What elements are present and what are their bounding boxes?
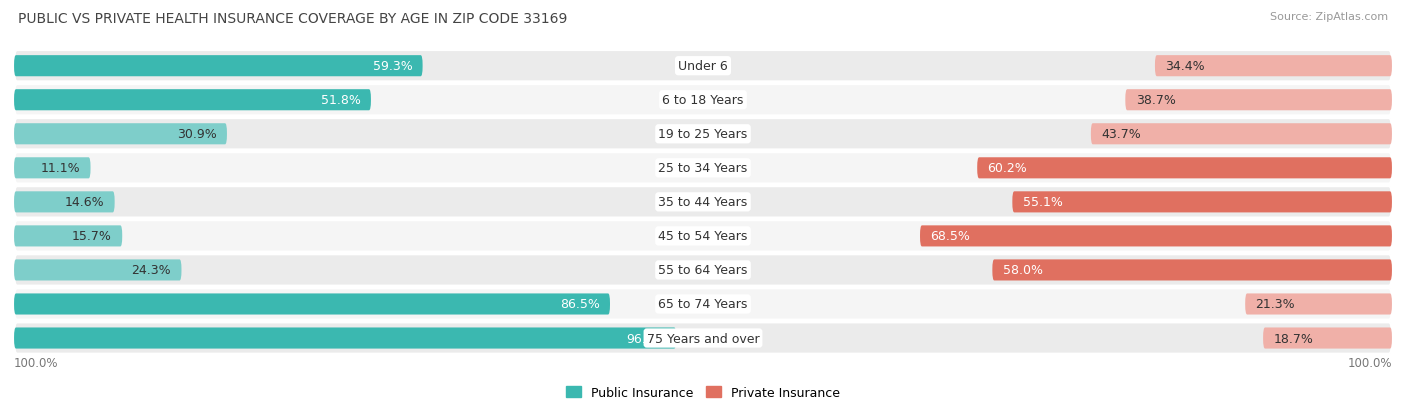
- FancyBboxPatch shape: [14, 56, 423, 77]
- Text: PUBLIC VS PRIVATE HEALTH INSURANCE COVERAGE BY AGE IN ZIP CODE 33169: PUBLIC VS PRIVATE HEALTH INSURANCE COVER…: [18, 12, 568, 26]
- FancyBboxPatch shape: [1091, 124, 1392, 145]
- Text: 21.3%: 21.3%: [1256, 298, 1295, 311]
- Text: 100.0%: 100.0%: [1347, 356, 1392, 369]
- Text: 25 to 34 Years: 25 to 34 Years: [658, 162, 748, 175]
- Text: 86.5%: 86.5%: [560, 298, 599, 311]
- Text: 58.0%: 58.0%: [1002, 264, 1043, 277]
- Text: 65 to 74 Years: 65 to 74 Years: [658, 298, 748, 311]
- Text: 34.4%: 34.4%: [1166, 60, 1205, 73]
- Text: 15.7%: 15.7%: [72, 230, 112, 243]
- FancyBboxPatch shape: [1263, 328, 1392, 349]
- Text: 38.7%: 38.7%: [1136, 94, 1175, 107]
- Text: 11.1%: 11.1%: [41, 162, 80, 175]
- Text: 55.1%: 55.1%: [1022, 196, 1063, 209]
- Text: 68.5%: 68.5%: [931, 230, 970, 243]
- FancyBboxPatch shape: [14, 289, 1392, 320]
- FancyBboxPatch shape: [14, 255, 1392, 286]
- FancyBboxPatch shape: [14, 323, 1392, 354]
- FancyBboxPatch shape: [920, 226, 1392, 247]
- Text: Source: ZipAtlas.com: Source: ZipAtlas.com: [1270, 12, 1388, 22]
- FancyBboxPatch shape: [1125, 90, 1392, 111]
- Text: 18.7%: 18.7%: [1274, 332, 1313, 345]
- Text: 55 to 64 Years: 55 to 64 Years: [658, 264, 748, 277]
- FancyBboxPatch shape: [14, 187, 1392, 218]
- FancyBboxPatch shape: [993, 260, 1392, 281]
- FancyBboxPatch shape: [1246, 294, 1392, 315]
- Text: 75 Years and over: 75 Years and over: [647, 332, 759, 345]
- FancyBboxPatch shape: [14, 124, 226, 145]
- FancyBboxPatch shape: [14, 328, 676, 349]
- FancyBboxPatch shape: [14, 153, 1392, 184]
- FancyBboxPatch shape: [14, 51, 1392, 82]
- Text: 24.3%: 24.3%: [132, 264, 172, 277]
- Legend: Public Insurance, Private Insurance: Public Insurance, Private Insurance: [561, 381, 845, 404]
- FancyBboxPatch shape: [14, 90, 371, 111]
- Text: 100.0%: 100.0%: [14, 356, 59, 369]
- Text: 30.9%: 30.9%: [177, 128, 217, 141]
- Text: 35 to 44 Years: 35 to 44 Years: [658, 196, 748, 209]
- Text: 43.7%: 43.7%: [1101, 128, 1140, 141]
- FancyBboxPatch shape: [14, 158, 90, 179]
- Text: 19 to 25 Years: 19 to 25 Years: [658, 128, 748, 141]
- FancyBboxPatch shape: [14, 192, 115, 213]
- FancyBboxPatch shape: [1154, 56, 1392, 77]
- Text: 60.2%: 60.2%: [987, 162, 1028, 175]
- Text: 14.6%: 14.6%: [65, 196, 104, 209]
- FancyBboxPatch shape: [14, 85, 1392, 116]
- FancyBboxPatch shape: [977, 158, 1392, 179]
- FancyBboxPatch shape: [1012, 192, 1392, 213]
- FancyBboxPatch shape: [14, 260, 181, 281]
- FancyBboxPatch shape: [14, 119, 1392, 150]
- FancyBboxPatch shape: [14, 294, 610, 315]
- FancyBboxPatch shape: [14, 221, 1392, 252]
- Text: 51.8%: 51.8%: [321, 94, 360, 107]
- FancyBboxPatch shape: [14, 226, 122, 247]
- Text: 96.1%: 96.1%: [626, 332, 666, 345]
- Text: 6 to 18 Years: 6 to 18 Years: [662, 94, 744, 107]
- Text: 45 to 54 Years: 45 to 54 Years: [658, 230, 748, 243]
- Text: Under 6: Under 6: [678, 60, 728, 73]
- Text: 59.3%: 59.3%: [373, 60, 412, 73]
